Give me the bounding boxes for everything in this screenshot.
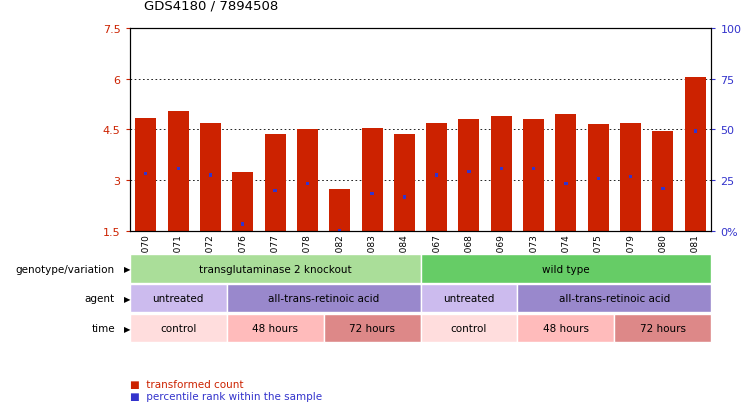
Bar <box>241 223 245 226</box>
Bar <box>556 115 576 231</box>
Bar <box>468 171 471 174</box>
Bar <box>176 167 180 171</box>
Text: all-trans-retinoic acid: all-trans-retinoic acid <box>559 294 670 304</box>
Text: wild type: wild type <box>542 264 590 274</box>
Bar <box>144 172 147 176</box>
Text: ▶: ▶ <box>124 294 130 303</box>
Bar <box>661 188 665 191</box>
Text: ▶: ▶ <box>124 324 130 333</box>
Bar <box>232 172 253 231</box>
Text: agent: agent <box>84 294 115 304</box>
Bar <box>273 189 276 192</box>
Bar <box>629 176 632 179</box>
Bar <box>588 125 609 231</box>
Bar <box>620 123 641 231</box>
Bar <box>136 118 156 231</box>
Bar <box>597 177 600 181</box>
Bar <box>523 120 544 231</box>
Bar <box>297 130 318 231</box>
Bar <box>491 116 512 231</box>
Text: control: control <box>451 323 487 333</box>
Text: time: time <box>91 323 115 333</box>
Bar <box>652 132 674 231</box>
Text: ■  percentile rank within the sample: ■ percentile rank within the sample <box>130 392 322 401</box>
Text: 72 hours: 72 hours <box>349 323 395 333</box>
Bar <box>694 130 697 133</box>
Bar <box>685 78 705 231</box>
Text: 48 hours: 48 hours <box>252 323 298 333</box>
Bar <box>499 167 503 171</box>
Text: untreated: untreated <box>443 294 495 304</box>
Text: genotype/variation: genotype/variation <box>16 264 115 274</box>
Bar <box>209 174 212 177</box>
Bar <box>265 135 285 231</box>
Bar <box>362 128 382 231</box>
Bar <box>200 123 221 231</box>
Bar <box>435 174 438 177</box>
Text: ▶: ▶ <box>124 264 130 273</box>
Bar <box>403 196 406 199</box>
Bar <box>532 167 535 171</box>
Bar <box>338 230 342 233</box>
Bar <box>306 183 309 186</box>
Bar <box>459 120 479 231</box>
Bar <box>426 123 447 231</box>
Text: all-trans-retinoic acid: all-trans-retinoic acid <box>268 294 379 304</box>
Text: 72 hours: 72 hours <box>640 323 686 333</box>
Text: ■  transformed count: ■ transformed count <box>130 379 243 389</box>
Bar <box>370 192 373 196</box>
Bar <box>394 135 415 231</box>
Text: untreated: untreated <box>153 294 204 304</box>
Text: GDS4180 / 7894508: GDS4180 / 7894508 <box>144 0 279 12</box>
Text: control: control <box>160 323 196 333</box>
Text: transglutaminase 2 knockout: transglutaminase 2 knockout <box>199 264 351 274</box>
Bar <box>329 189 350 231</box>
Bar <box>167 112 189 231</box>
Text: 48 hours: 48 hours <box>543 323 589 333</box>
Bar <box>565 183 568 186</box>
